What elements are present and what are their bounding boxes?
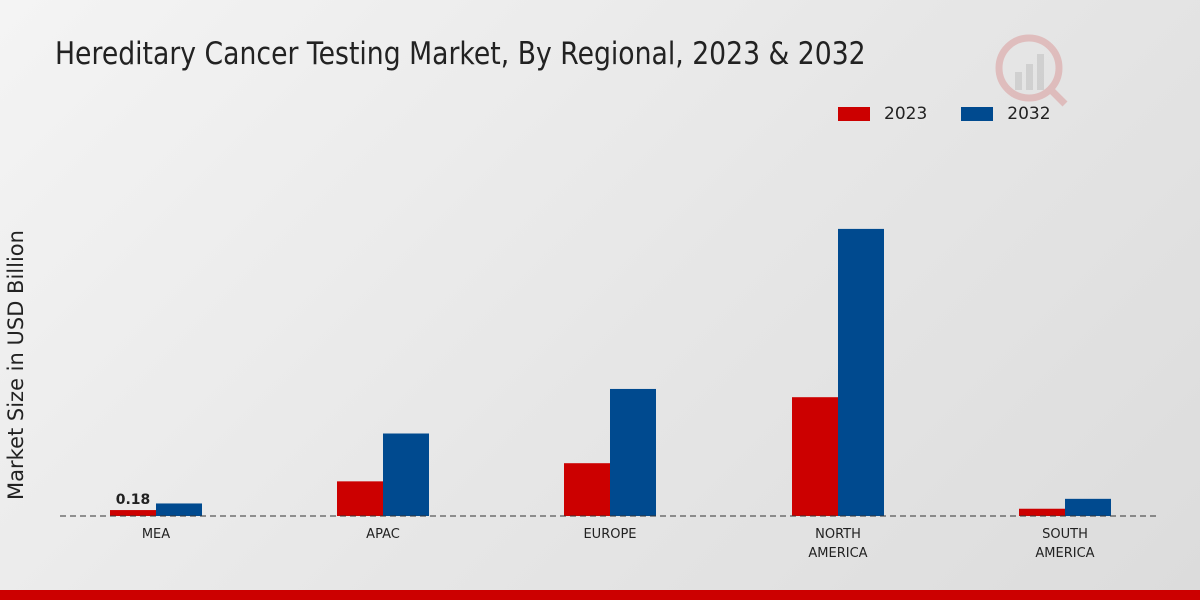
- bar-2023-4: [1019, 508, 1065, 516]
- bar-2023-2: [564, 463, 610, 516]
- x-tick-label-1: APAC: [366, 527, 400, 542]
- bar-2032-0: [156, 503, 202, 516]
- legend-item-2032: 2032: [961, 104, 1051, 124]
- bar-2023-1: [337, 481, 383, 516]
- chart-title: Hereditary Cancer Testing Market, By Reg…: [55, 36, 866, 72]
- logo-icon: [995, 34, 1068, 107]
- x-tick-label-3: NORTH: [815, 527, 861, 542]
- bar-2032-4: [1065, 498, 1111, 516]
- bar-2032-3: [838, 228, 884, 516]
- footer-accent-bar: [0, 590, 1200, 600]
- data-label-0: 0.18: [116, 492, 151, 508]
- bar-2032-2: [610, 388, 656, 516]
- bar-2032-1: [383, 433, 429, 516]
- x-tick-label-4: SOUTH: [1042, 527, 1088, 542]
- bar-2023-3: [792, 397, 838, 516]
- legend: 2023 2032: [838, 104, 1085, 124]
- legend-swatch-2032: [961, 107, 994, 121]
- legend-swatch-2023: [838, 107, 870, 121]
- x-tick-label-3-line1: AMERICA: [808, 546, 867, 561]
- x-tick-label-0: MEA: [142, 527, 170, 542]
- x-tick-label-2: EUROPE: [583, 527, 636, 542]
- legend-label-2032: 2032: [1007, 104, 1051, 124]
- legend-item-2023: 2023: [838, 104, 927, 124]
- legend-label-2023: 2023: [884, 104, 928, 124]
- x-tick-label-4-line1: AMERICA: [1035, 546, 1094, 561]
- bar-2023-0: [110, 510, 156, 516]
